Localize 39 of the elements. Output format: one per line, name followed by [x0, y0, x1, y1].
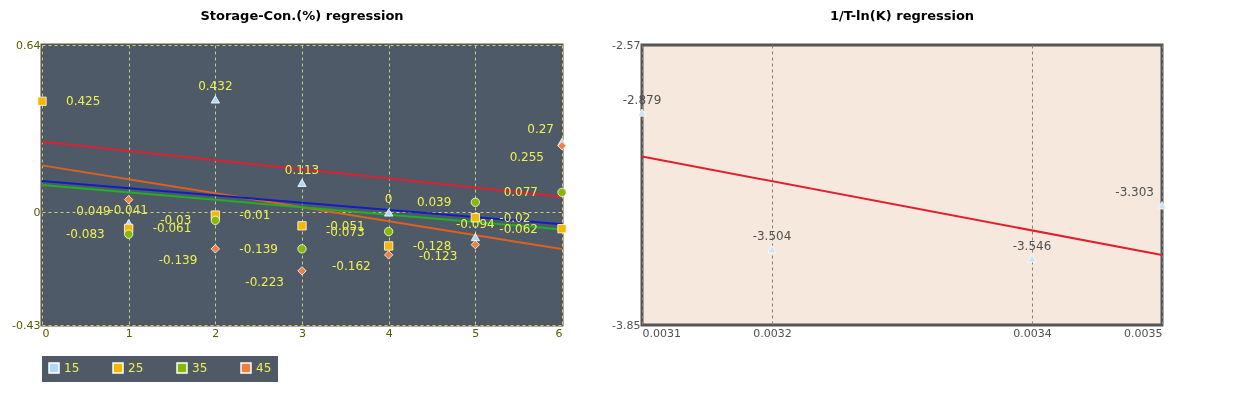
x-tick-label: 0.0032	[753, 326, 792, 340]
data-label: -3.504	[752, 229, 792, 244]
data-label: -3.303	[1115, 185, 1154, 200]
data-label: 0.049	[76, 203, 111, 218]
data-label: 0.27	[527, 121, 554, 136]
data-label: 0.039	[416, 195, 452, 210]
y-tick-label: 0.64	[16, 38, 41, 52]
chart-title: Storage-Con.(%) regression	[200, 8, 404, 23]
y-tick-label: 0	[33, 205, 41, 219]
x-tick-label: 6	[555, 326, 563, 340]
legend-label: 25	[128, 361, 144, 375]
legend-label: 45	[256, 361, 272, 375]
legend-label: 35	[192, 361, 208, 375]
x-tick-label: 0.0035	[1124, 326, 1163, 340]
y-tick-label: -3.85	[612, 318, 641, 332]
data-label: 0.255	[509, 149, 544, 164]
data-label: -0.083	[65, 227, 105, 242]
x-tick-label: 5	[472, 326, 480, 340]
x-tick-label: 1	[125, 326, 133, 340]
data-label: -3.546	[1012, 238, 1052, 253]
data-label: -0.162	[331, 258, 371, 273]
x-tick-label: 0.0034	[1013, 326, 1052, 340]
data-label: -0.01	[239, 208, 271, 223]
chart-title: 1/T-ln(K) regression	[829, 8, 975, 23]
x-tick-label: 3	[299, 326, 306, 340]
x-tick-label: 4	[385, 326, 393, 340]
data-label: -0.223	[245, 274, 284, 289]
data-label: -0.139	[158, 252, 198, 267]
data-label: 0	[384, 192, 393, 207]
data-label: 0.425	[66, 94, 101, 109]
x-tick-label: 0.0031	[642, 326, 681, 340]
y-tick-label: -0.43	[12, 318, 41, 332]
data-label: -0.139	[239, 241, 278, 256]
y-tick-label: -2.57	[612, 38, 641, 52]
data-label: -0.041	[109, 203, 149, 218]
legend-label: 15	[64, 361, 80, 375]
x-tick-label: 2	[212, 326, 220, 340]
data-label: 0.432	[198, 79, 233, 94]
x-tick-label: 0	[42, 326, 50, 340]
